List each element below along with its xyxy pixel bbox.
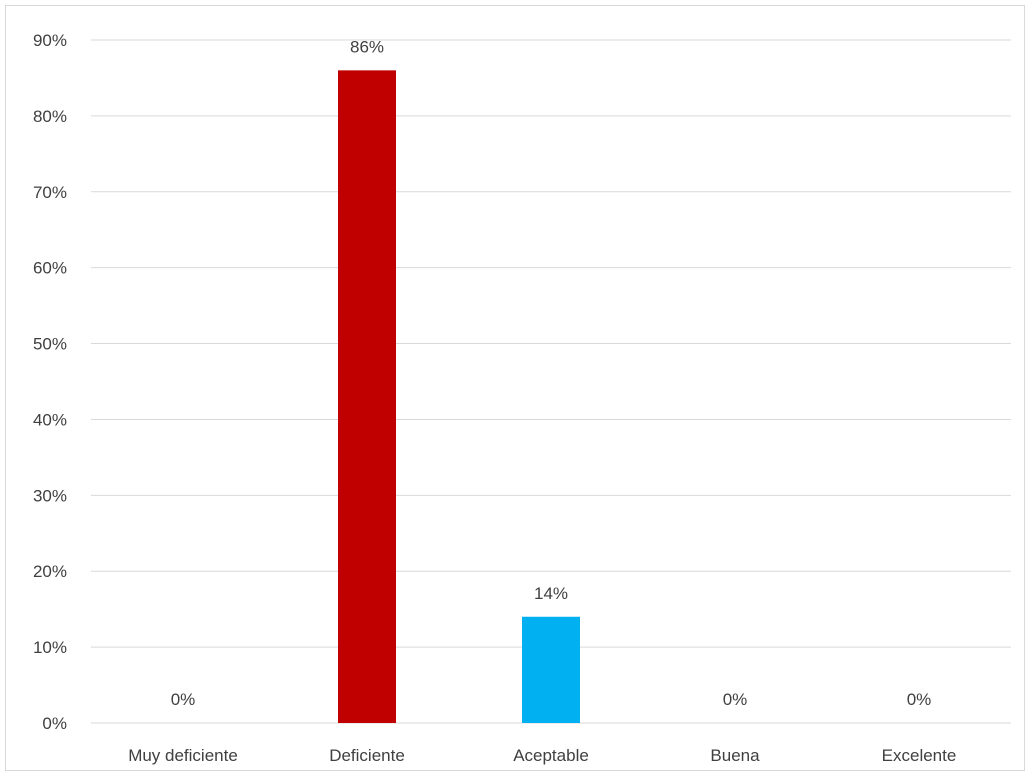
bar-chart: 0%10%20%30%40%50%60%70%80%90% 0%86%14%0%… <box>33 31 1011 765</box>
bars <box>338 70 580 724</box>
data-label: 0% <box>723 690 748 709</box>
y-tick-label: 30% <box>33 486 67 505</box>
grid-lines <box>91 39 1011 724</box>
x-axis-tick-labels: Muy deficiente Deficiente Aceptable Buena Ex… <box>128 746 956 765</box>
y-tick-label: 10% <box>33 638 67 657</box>
x-tick-label: Deficiente <box>329 746 405 765</box>
y-tick-label: 80% <box>33 107 67 126</box>
data-label: 14% <box>534 584 568 603</box>
bar-deficiente <box>338 70 396 724</box>
data-labels: 0% 86% 14% 0% 0% <box>171 37 932 709</box>
x-tick-label: Aceptable <box>513 746 589 765</box>
y-tick-label: 0% <box>42 714 67 733</box>
y-tick-label: 40% <box>33 410 67 429</box>
data-label: 86% <box>350 37 384 56</box>
y-tick-label: 90% <box>33 31 67 50</box>
chart-frame: 0% 10% 20% 30% 40% 50% 60% 70% 80% 90% 0% 86% 14% 0%… <box>5 5 1025 771</box>
data-label: 0% <box>171 690 196 709</box>
y-tick-label: 60% <box>33 259 67 278</box>
x-tick-label: Excelente <box>882 746 957 765</box>
y-tick-label: 20% <box>33 562 67 581</box>
y-tick-label: 50% <box>33 335 67 354</box>
bar-aceptable <box>522 616 580 723</box>
y-tick-label: 70% <box>33 183 67 202</box>
y-axis-tick-labels: 0% 10% 20% 30% 40% 50% 60% 70% 80% 90% <box>33 31 67 733</box>
data-label: 0% <box>907 690 932 709</box>
x-tick-label: Muy deficiente <box>128 746 238 765</box>
x-tick-label: Buena <box>710 746 760 765</box>
